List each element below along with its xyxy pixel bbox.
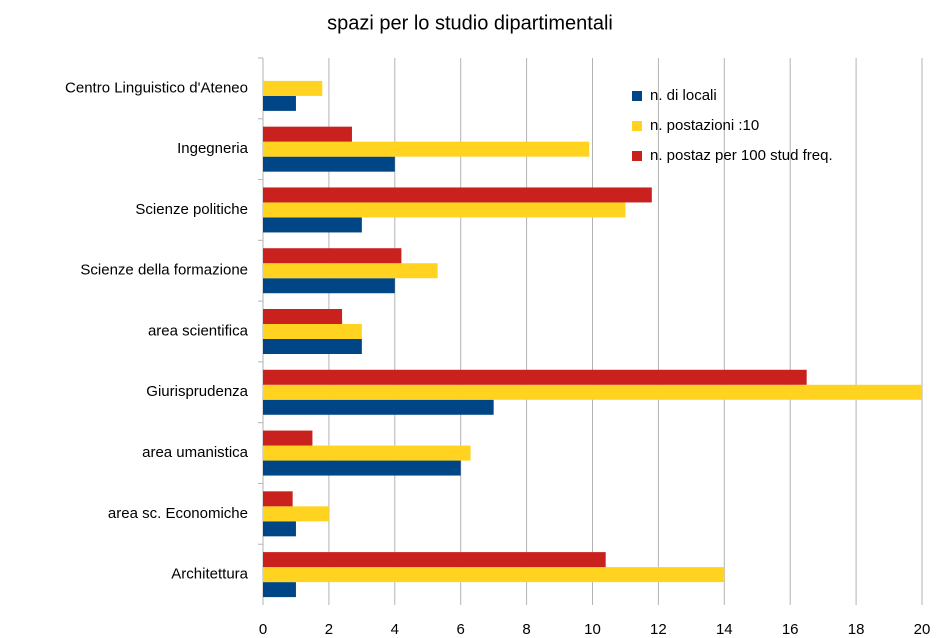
legend-label: n. di locali: [650, 87, 717, 104]
bar: [263, 491, 293, 507]
bar: [263, 309, 343, 324]
bar: [263, 567, 725, 583]
y-tick-label: area umanistica: [142, 444, 249, 461]
bar: [263, 80, 323, 96]
y-tick-label: Centro Linguistico d'Ateneo: [65, 79, 248, 96]
bar: [263, 384, 922, 400]
bar: [263, 324, 362, 339]
bar: [263, 430, 313, 446]
y-tick-label: Scienze politiche: [135, 201, 248, 218]
x-tick-label: 20: [914, 621, 931, 638]
x-tick-label: 2: [325, 621, 333, 638]
bar: [263, 369, 807, 385]
bar: [263, 521, 296, 537]
y-tick-label: Scienze della formazione: [80, 262, 248, 279]
bar: [263, 552, 606, 568]
y-tick-label: Giurisprudenza: [146, 383, 248, 400]
y-tick-label: area scientifica: [148, 322, 249, 339]
y-tick-label: Ingegneria: [177, 140, 249, 157]
bar: [263, 399, 494, 415]
bar: [263, 506, 329, 522]
x-tick-label: 16: [782, 621, 799, 638]
bar: [263, 278, 395, 294]
chart-title: spazi per lo studio dipartimentali: [327, 12, 613, 34]
x-tick-label: 0: [259, 621, 267, 638]
y-tick-label: area sc. Economiche: [108, 505, 248, 522]
bar: [263, 217, 362, 233]
bar: [263, 187, 652, 203]
legend-swatch: [632, 121, 642, 131]
bar: [263, 445, 471, 461]
bar: [263, 95, 296, 111]
y-tick-label: Architettura: [171, 566, 248, 583]
x-tick-label: 12: [650, 621, 667, 638]
bar: [263, 582, 296, 598]
bar: [263, 248, 402, 264]
x-tick-label: 6: [457, 621, 465, 638]
x-tick-label: 4: [391, 621, 399, 638]
bar: [263, 156, 395, 172]
bar: [263, 339, 362, 354]
legend-label: n. postazioni :10: [650, 117, 759, 134]
x-tick-label: 18: [848, 621, 865, 638]
x-tick-label: 14: [716, 621, 733, 638]
bar: [263, 126, 352, 142]
x-tick-label: 8: [522, 621, 530, 638]
legend-label: n. postaz per 100 stud freq.: [650, 147, 833, 164]
bar: [263, 141, 590, 157]
legend-swatch: [632, 91, 642, 101]
bar: [263, 263, 438, 279]
legend-swatch: [632, 151, 642, 161]
bar: [263, 460, 461, 476]
x-tick-label: 10: [584, 621, 601, 638]
bar: [263, 202, 626, 218]
